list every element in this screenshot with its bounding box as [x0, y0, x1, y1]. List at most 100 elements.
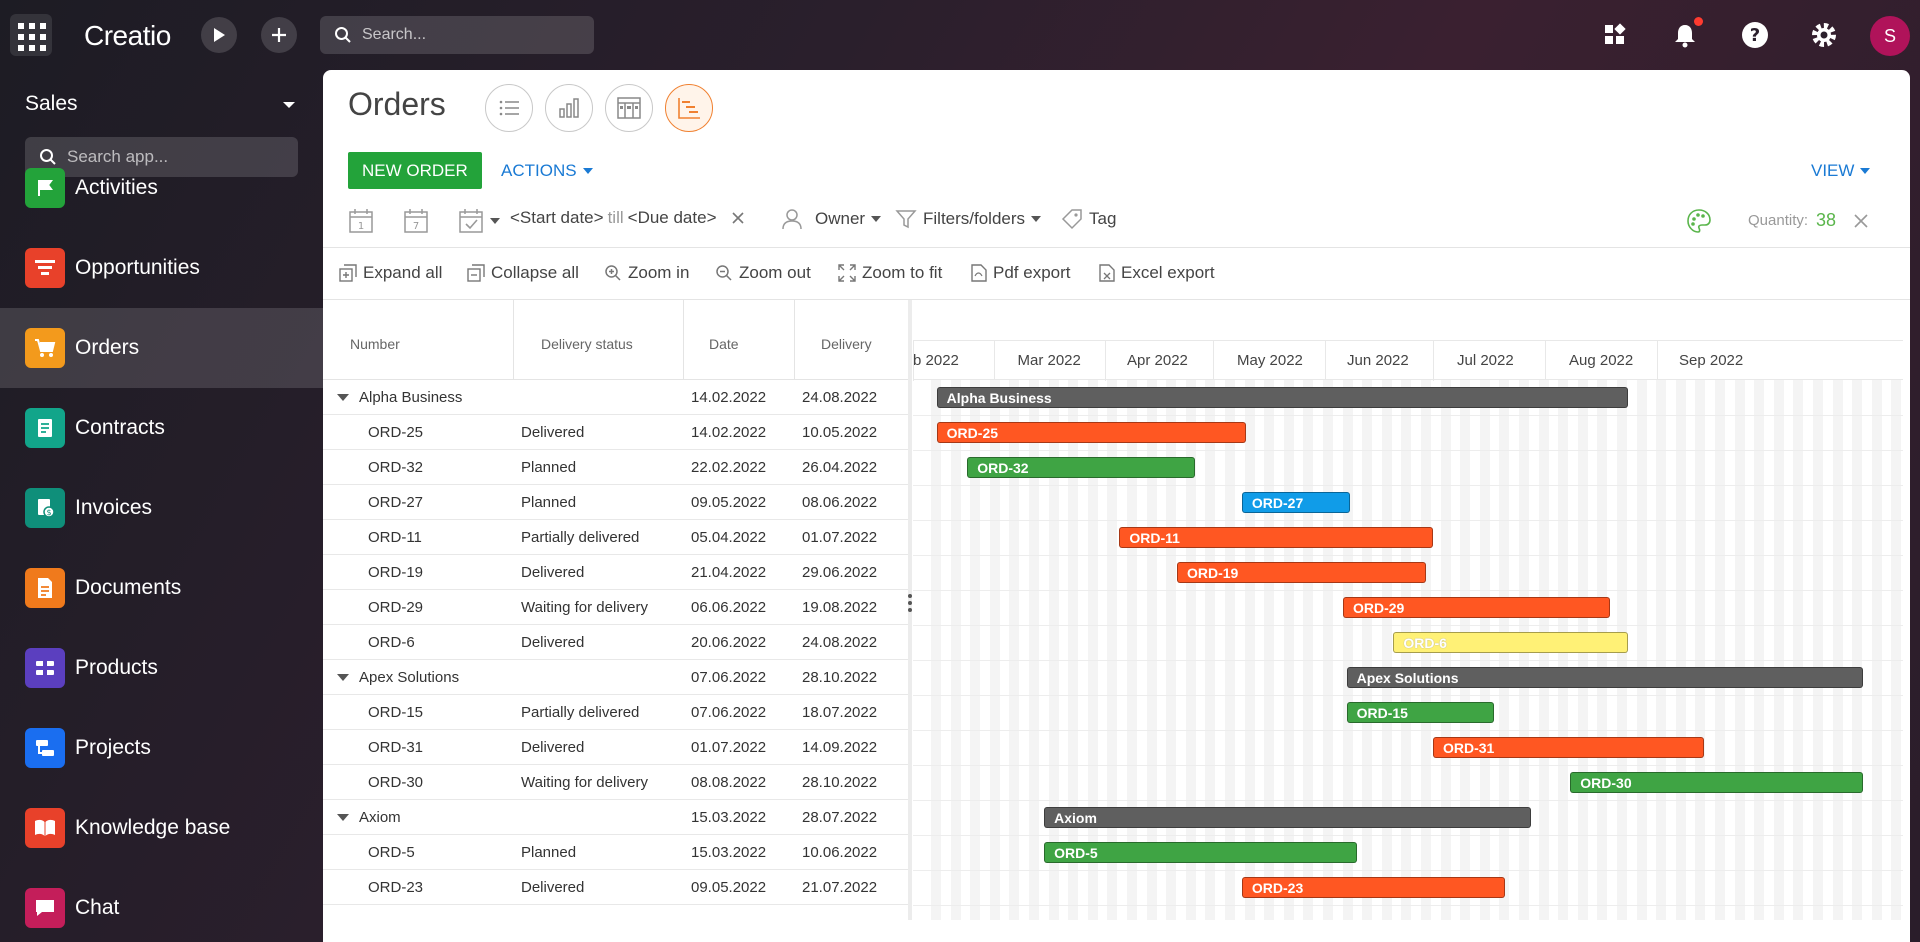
sidebar-item-projects[interactable]: Projects [0, 708, 323, 788]
table-row[interactable]: ORD-5 Planned 15.03.2022 10.06.2022 [323, 835, 909, 870]
plus-icon[interactable] [261, 17, 297, 53]
gantt-task-bar[interactable]: ORD-25 [936, 422, 1246, 443]
settings-gear-icon[interactable] [1806, 17, 1842, 53]
group-row[interactable]: Axiom 15.03.2022 28.07.2022 [323, 800, 909, 835]
collapse-all-button[interactable]: Collapse all [467, 263, 579, 283]
gantt-task-bar[interactable]: ORD-11 [1119, 527, 1433, 548]
excel-export-button[interactable]: Excel export [1099, 263, 1215, 283]
zoom-out-button[interactable]: Zoom out [715, 263, 811, 283]
notifications-bell-icon[interactable] [1667, 17, 1703, 53]
excel-export-label: Excel export [1121, 263, 1215, 282]
app-title[interactable]: Sales [25, 92, 78, 115]
sidebar-item-chat[interactable]: Chat [0, 868, 323, 942]
app-search-input[interactable]: Search app... [25, 137, 298, 177]
column-header-number[interactable]: Number [350, 336, 400, 352]
zoom-to-fit-button[interactable]: Zoom to fit [838, 263, 942, 283]
table-row[interactable]: ORD-32 Planned 22.02.2022 26.04.2022 [323, 450, 909, 485]
weekend-stripe [1637, 380, 1647, 920]
chevron-down-icon[interactable] [337, 814, 349, 821]
gantt-task-bar[interactable]: ORD-29 [1343, 597, 1611, 618]
table-row[interactable]: ORD-27 Planned 09.05.2022 08.06.2022 [323, 485, 909, 520]
date-range-filter[interactable]: <Start date> till <Due date> [510, 208, 745, 228]
sidebar-item-opportunities[interactable]: Opportunities [0, 228, 323, 308]
gantt-row-divider [913, 870, 1903, 871]
global-search-input[interactable]: Search... [320, 16, 594, 54]
table-row[interactable]: ORD-30 Waiting for delivery 08.08.2022 28.1… [323, 765, 909, 800]
month-divider [1657, 341, 1658, 381]
chevron-down-icon[interactable] [283, 102, 295, 108]
play-icon[interactable] [201, 17, 237, 53]
sidebar-item-knowledge-base[interactable]: Knowledge base [0, 788, 323, 868]
sidebar-item-activities[interactable]: Activities [0, 148, 323, 228]
cell-date: 20.06.2022 [691, 634, 767, 651]
palette-icon[interactable] [1686, 208, 1712, 234]
sidebar-item-products[interactable]: Products [0, 628, 323, 708]
clear-date-icon[interactable] [731, 211, 745, 225]
board-view-button[interactable] [605, 84, 653, 132]
owner-filter-dropdown[interactable]: Owner [781, 208, 882, 230]
sidebar-item-documents[interactable]: Documents [0, 548, 323, 628]
sidebar-item-label: Knowledge base [75, 816, 231, 839]
analytics-view-button[interactable] [545, 84, 593, 132]
app-launcher-icon[interactable] [10, 14, 52, 56]
table-row[interactable]: ORD-29 Waiting for delivery 06.06.2022 19.0… [323, 590, 909, 625]
weekend-stripe [1107, 380, 1117, 920]
gantt-task-bar[interactable]: ORD-31 [1433, 737, 1704, 758]
gantt-task-bar[interactable]: ORD-6 [1393, 632, 1629, 653]
pdf-export-button[interactable]: Pdf export [971, 263, 1071, 283]
table-row[interactable]: ORD-15 Partially delivered 07.06.2022 18.07… [323, 695, 909, 730]
zoom-in-button[interactable]: Zoom in [604, 263, 689, 283]
due-date-placeholder[interactable]: <Due date> [627, 208, 717, 227]
chevron-down-icon[interactable] [337, 394, 349, 401]
user-avatar[interactable]: S [1870, 16, 1910, 56]
gantt-row-divider [913, 555, 1903, 556]
app-hub-icon[interactable] [1597, 17, 1633, 53]
cell-date: 15.03.2022 [691, 844, 767, 861]
cell-number: ORD-30 [368, 774, 424, 791]
chevron-down-icon[interactable] [337, 674, 349, 681]
table-row[interactable]: ORD-23 Delivered 09.05.2022 21.07.2022 [323, 870, 909, 905]
gantt-task-bar[interactable]: ORD-15 [1346, 702, 1495, 723]
gantt-task-bar[interactable]: ORD-5 [1044, 842, 1358, 863]
period-filter-dropdown[interactable] [458, 208, 500, 234]
notification-dot [1694, 17, 1703, 26]
table-row[interactable]: ORD-6 Delivered 20.06.2022 24.08.2022 [323, 625, 909, 660]
table-row[interactable]: ORD-25 Delivered 14.02.2022 10.05.2022 [323, 415, 909, 450]
day-filter-calendar-icon[interactable]: 1 [348, 208, 374, 234]
gantt-task-bar[interactable]: ORD-23 [1241, 877, 1506, 898]
gantt-view-button[interactable] [665, 84, 713, 132]
gantt-task-bar[interactable]: ORD-32 [967, 457, 1195, 478]
help-icon[interactable]: ? [1737, 17, 1773, 53]
group-row[interactable]: Apex Solutions 07.06.2022 28.10.2022 [323, 660, 909, 695]
tag-filter[interactable]: Tag [1061, 208, 1116, 230]
gantt-group-bar[interactable]: Axiom [1044, 807, 1531, 828]
group-row[interactable]: Alpha Business 14.02.2022 24.08.2022 [323, 380, 909, 415]
filters-folders-dropdown[interactable]: Filters/folders [895, 208, 1042, 230]
column-header-delivery[interactable]: Delivery [821, 336, 872, 352]
gantt-task-bar[interactable]: ORD-19 [1177, 562, 1426, 583]
column-header-date[interactable]: Date [709, 336, 739, 352]
table-row[interactable]: ORD-31 Delivered 01.07.2022 14.09.2022 [323, 730, 909, 765]
sidebar-item-invoices[interactable]: $ Invoices [0, 468, 323, 548]
view-dropdown[interactable]: VIEW [1811, 161, 1871, 181]
close-icon[interactable] [1854, 213, 1868, 228]
gantt-row-divider [913, 765, 1903, 766]
gantt-group-bar[interactable]: Apex Solutions [1346, 667, 1863, 688]
sidebar-item-orders[interactable]: Orders [0, 308, 323, 388]
expand-all-button[interactable]: Expand all [339, 263, 442, 283]
week-filter-calendar-icon[interactable]: 7 [403, 208, 429, 234]
new-order-button[interactable]: NEW ORDER [348, 152, 482, 189]
gantt-group-bar[interactable]: Alpha Business [936, 387, 1629, 408]
actions-dropdown[interactable]: ACTIONS [501, 161, 593, 181]
gantt-task-bar[interactable]: ORD-27 [1241, 492, 1351, 513]
gantt-task-bar[interactable]: ORD-30 [1570, 772, 1863, 793]
filter-icon [895, 210, 917, 229]
cell-number: ORD-5 [368, 844, 415, 861]
table-row[interactable]: ORD-19 Delivered 21.04.2022 29.06.2022 [323, 555, 909, 590]
drag-handle-icon[interactable] [908, 594, 912, 615]
table-row[interactable]: ORD-11 Partially delivered 05.04.2022 01.07… [323, 520, 909, 555]
column-header-delivery-status[interactable]: Delivery status [541, 336, 633, 352]
list-view-button[interactable] [485, 84, 533, 132]
sidebar-item-contracts[interactable]: Contracts [0, 388, 323, 468]
start-date-placeholder[interactable]: <Start date> [510, 208, 604, 227]
